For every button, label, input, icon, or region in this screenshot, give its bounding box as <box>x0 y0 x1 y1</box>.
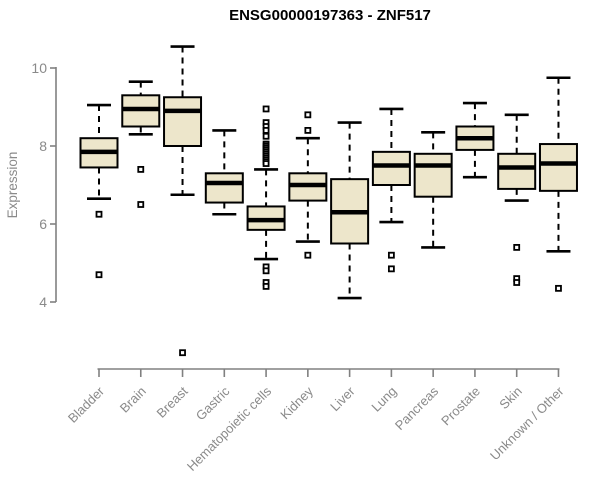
iqr-box <box>163 96 203 147</box>
outlier-point <box>95 271 103 279</box>
boxplot-kidney <box>288 111 328 259</box>
outlier-point <box>304 127 312 134</box>
boxplot-gastric <box>204 129 244 216</box>
x-axis-label: Prostate <box>438 384 483 429</box>
iqr-box <box>371 150 411 187</box>
boxplot-hematopoietic-cells <box>246 105 286 290</box>
outlier-point <box>95 210 103 218</box>
boxplot-bladder <box>79 103 119 279</box>
boxplot-breast <box>163 45 203 357</box>
x-axis-label: Brain <box>117 384 149 416</box>
outlier-point <box>179 349 186 357</box>
outlier-point <box>555 284 562 292</box>
chart-title: ENSG00000197363 - ZNF517 <box>229 7 431 24</box>
boxplot-liver <box>330 121 370 300</box>
outlier-point <box>513 279 521 286</box>
boxplot-pancreas <box>413 131 453 249</box>
x-axis-label: Liver <box>327 383 358 414</box>
outlier-point <box>262 267 270 275</box>
iqr-box <box>497 152 537 190</box>
outlier-point <box>387 251 395 259</box>
y-tick-label: 6 <box>39 216 47 232</box>
axes <box>50 67 560 377</box>
x-axis-label: Unknown / Other <box>487 383 567 463</box>
iqr-box <box>204 172 244 204</box>
x-axis-label: Lung <box>368 384 399 415</box>
x-axis-label: Kidney <box>277 383 316 422</box>
x-axis-label: Skin <box>496 384 524 412</box>
y-tick-label: 4 <box>39 294 47 310</box>
y-tick-labels: 4 6 8 10 <box>31 60 47 310</box>
outlier-point <box>137 201 145 208</box>
outlier-point <box>513 243 521 251</box>
outlier-point <box>262 127 270 134</box>
x-axis-label: Gastric <box>193 383 233 423</box>
y-axis-label: Expression <box>5 152 20 219</box>
outlier-point <box>387 265 395 273</box>
iqr-box <box>413 152 453 198</box>
x-axis-label: Breast <box>153 383 190 420</box>
outlier-point <box>137 165 145 173</box>
iqr-box <box>538 143 578 192</box>
boxplot-prostate <box>455 101 495 179</box>
outlier-point <box>262 160 270 167</box>
outlier-point <box>304 251 312 259</box>
outlier-point <box>262 282 270 290</box>
boxplot-skin <box>497 113 537 286</box>
boxplots <box>79 45 578 357</box>
outlier-point <box>262 105 270 113</box>
x-axis-label: Pancreas <box>392 383 442 433</box>
boxplot-brain <box>121 80 161 208</box>
boxplot-unknown-other <box>538 76 578 292</box>
y-tick-label: 10 <box>31 60 47 76</box>
x-axis-label: Bladder <box>65 383 108 426</box>
y-tick-label: 8 <box>39 138 47 154</box>
outlier-point <box>304 111 312 119</box>
outlier-point <box>262 132 270 140</box>
boxplot-lung <box>371 107 411 273</box>
